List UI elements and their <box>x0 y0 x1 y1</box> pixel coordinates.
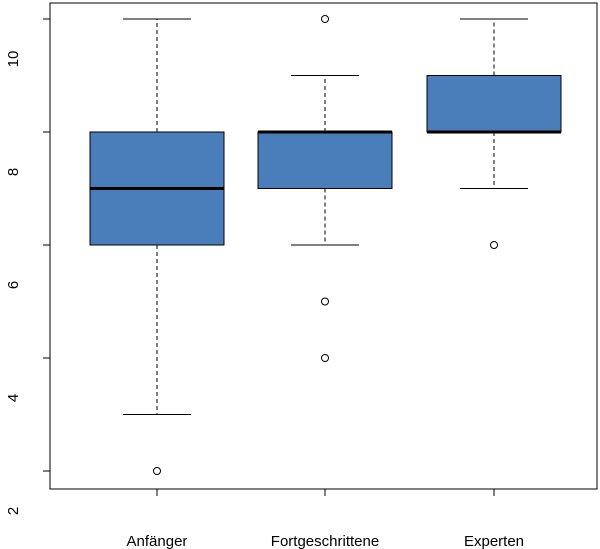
box-group <box>257 15 393 362</box>
plot-border <box>49 2 598 490</box>
y-tick-label: 8 <box>5 168 22 176</box>
x-axis: Anfänger Fortgeschrittene Experten <box>127 489 524 549</box>
outlier-point <box>321 15 329 23</box>
outlier-point <box>321 354 329 362</box>
x-tick-label: Anfänger <box>127 533 188 549</box>
plot-frame <box>49 2 598 490</box>
y-tick-label: 2 <box>5 507 22 515</box>
box <box>257 131 393 189</box>
outlier-point <box>321 297 329 306</box>
box <box>426 75 562 133</box>
boxes <box>89 15 562 475</box>
outlier-point <box>153 467 161 475</box>
y-tick-label: 4 <box>5 394 22 402</box>
y-axis: 2 4 6 8 10 <box>5 18 50 515</box>
outlier-point <box>490 241 498 249</box>
y-tick-label: 6 <box>5 281 22 289</box>
box-group <box>89 18 225 475</box>
box-group <box>426 18 562 249</box>
x-tick-label: Experten <box>464 533 524 549</box>
x-tick-label: Fortgeschrittene <box>271 533 379 549</box>
y-tick-label: 10 <box>5 51 22 68</box>
